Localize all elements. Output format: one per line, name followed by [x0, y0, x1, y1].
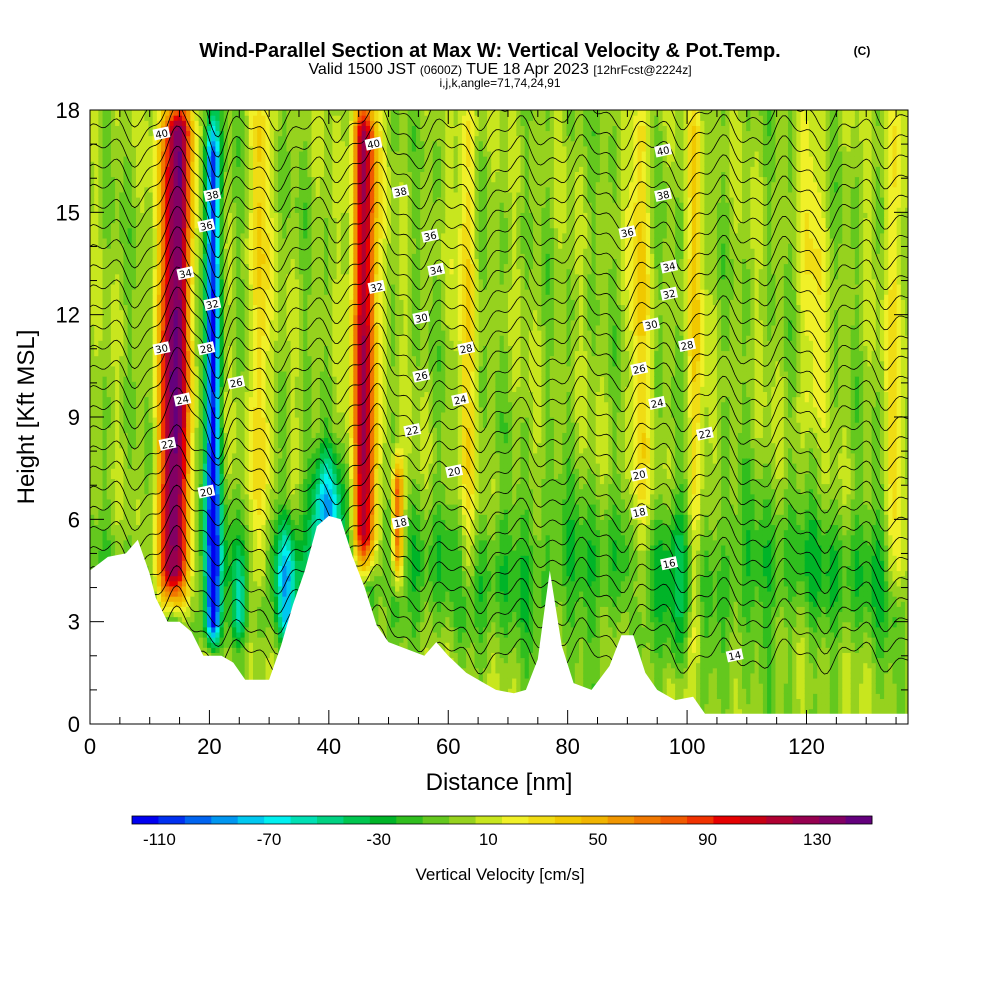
- colorbar-swatch: [846, 816, 873, 824]
- colorbar-swatch: [317, 816, 344, 824]
- colorbar-swatch: [687, 816, 714, 824]
- y-tick-label: 18: [56, 98, 80, 123]
- colorbar-tick-label: -30: [366, 830, 391, 849]
- colorbar-tick-label: -70: [257, 830, 282, 849]
- y-tick-label: 12: [56, 303, 80, 328]
- colorbar-swatch: [449, 816, 476, 824]
- colorbar-swatch: [423, 816, 450, 824]
- x-tick-label: 100: [669, 734, 706, 759]
- x-tick-label: 20: [197, 734, 221, 759]
- x-tick-label: 40: [317, 734, 341, 759]
- colorbar-swatch: [370, 816, 397, 824]
- colorbar-tick-label: 90: [698, 830, 717, 849]
- colorbar-swatch: [793, 816, 820, 824]
- colorbar-swatch: [396, 816, 423, 824]
- colorbar-swatch: [581, 816, 608, 824]
- y-tick-label: 15: [56, 200, 80, 225]
- x-tick-label: 80: [555, 734, 579, 759]
- colorbar: -110 -70 -30 10 50 90 130: [132, 816, 872, 849]
- colorbar-tick-label: 10: [479, 830, 498, 849]
- figure: Wind-Parallel Section at Max W: Vertical…: [0, 0, 1000, 1000]
- colorbar-swatch: [158, 816, 185, 824]
- y-axis-label: Height [Kft MSL]: [13, 330, 40, 505]
- chart-title: Wind-Parallel Section at Max W: Vertical…: [199, 40, 780, 62]
- x-tick-label: 0: [84, 734, 96, 759]
- colorbar-swatch: [502, 816, 529, 824]
- colorbar-swatch: [291, 816, 318, 824]
- x-axis-label: Distance [nm]: [426, 769, 573, 796]
- colorbar-tick-label: -110: [143, 830, 176, 849]
- colorbar-swatch: [132, 816, 159, 824]
- colorbar-swatch: [185, 816, 212, 824]
- colorbar-label: Vertical Velocity [cm/s]: [415, 865, 584, 884]
- y-tick-label: 3: [68, 610, 80, 635]
- colorbar-swatch: [661, 816, 688, 824]
- colorbar-swatch: [713, 816, 740, 824]
- x-tick-label: 120: [788, 734, 825, 759]
- colorbar-tick-label: 50: [588, 830, 607, 849]
- colorbar-swatch: [476, 816, 503, 824]
- colorbar-swatch: [528, 816, 555, 824]
- chart-title-mark: (C): [854, 44, 871, 58]
- y-tick-label: 6: [68, 507, 80, 532]
- y-tick-label: 0: [68, 712, 80, 737]
- y-tick-label: 9: [68, 405, 80, 430]
- colorbar-swatch: [555, 816, 582, 824]
- x-tick-label: 60: [436, 734, 460, 759]
- colorbar-swatch: [264, 816, 291, 824]
- colorbar-swatch: [211, 816, 238, 824]
- subtitle-zulu: (0600Z): [420, 63, 462, 77]
- colorbar-swatch: [608, 816, 635, 824]
- colorbar-tick-label: 130: [803, 830, 831, 849]
- colorbar-swatch: [343, 816, 370, 824]
- colorbar-swatch: [740, 816, 767, 824]
- colorbar-swatch: [766, 816, 793, 824]
- velocity-field: [90, 110, 910, 725]
- colorbar-swatch: [819, 816, 846, 824]
- subtitle-main: Valid 1500 JST: [308, 61, 416, 78]
- subtitle-fcst: [12hrFcst@2224z]: [593, 63, 691, 77]
- colorbar-swatch: [238, 816, 265, 824]
- chart-subtitle-indices: i,j,k,angle=71,74,24,91: [439, 76, 560, 90]
- colorbar-swatch: [634, 816, 661, 824]
